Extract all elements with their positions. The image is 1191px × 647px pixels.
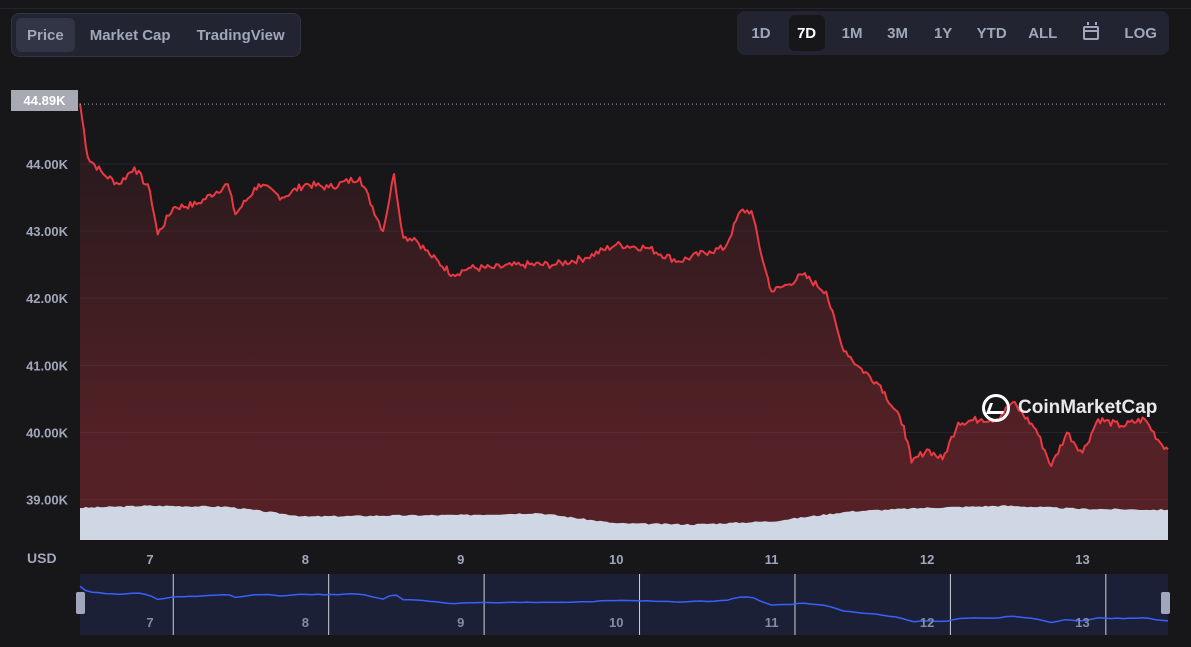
x-tick-label: 10 bbox=[609, 552, 623, 567]
x-axis-ticks: 7 8 9 10 11 12 13 bbox=[146, 552, 1089, 567]
range-7d-button[interactable]: 7D bbox=[788, 15, 825, 51]
navigator-line-series bbox=[79, 585, 1169, 624]
y-tick-label: 43.00K bbox=[26, 224, 69, 239]
date-picker-button[interactable] bbox=[1073, 15, 1109, 51]
y-tick-label: 42.00K bbox=[26, 291, 69, 306]
current-price-badge: 44.89K bbox=[11, 90, 78, 111]
x-tick-label: 8 bbox=[302, 552, 309, 567]
range-1y-button[interactable]: 1Y bbox=[933, 24, 953, 42]
range-ytd-button[interactable]: YTD bbox=[976, 24, 1007, 42]
time-range-selector: 1D 7D 1M 3M 1Y YTD ALL LOG bbox=[737, 11, 1169, 55]
navigator-tick-label: 8 bbox=[302, 615, 309, 630]
navigator-tick-label: 9 bbox=[457, 615, 464, 630]
x-tick-label: 11 bbox=[765, 552, 779, 567]
coinmarketcap-logo-icon bbox=[982, 394, 1010, 422]
calendar-icon bbox=[1082, 22, 1099, 40]
x-tick-label: 12 bbox=[920, 552, 934, 567]
y-axis-ticks: 39.00K40.00K41.00K42.00K43.00K44.00K45.0… bbox=[26, 90, 69, 508]
tab-market-cap[interactable]: Market Cap bbox=[89, 26, 171, 44]
y-tick-label: 39.00K bbox=[26, 493, 69, 508]
navigator-right-handle[interactable] bbox=[1161, 592, 1170, 614]
y-tick-label: 44.00K bbox=[26, 157, 69, 172]
tab-tradingview[interactable]: TradingView bbox=[196, 26, 285, 44]
coinmarketcap-watermark: CoinMarketCap bbox=[982, 394, 1157, 422]
log-scale-button[interactable]: LOG bbox=[1124, 24, 1157, 42]
range-1m-button[interactable]: 1M bbox=[841, 24, 863, 42]
navigator-background[interactable] bbox=[80, 574, 1168, 635]
x-tick-label: 9 bbox=[457, 552, 464, 567]
navigator-grid bbox=[172, 574, 1107, 635]
price-area-fill bbox=[80, 103, 1168, 540]
range-all-button[interactable]: ALL bbox=[1028, 24, 1058, 42]
top-border bbox=[0, 0, 1191, 9]
volume-area bbox=[80, 505, 1168, 540]
navigator-ticks: 7 8 9 10 11 12 13 bbox=[146, 615, 1089, 630]
tab-price[interactable]: Price bbox=[16, 18, 75, 52]
navigator-tick-label: 11 bbox=[765, 615, 779, 630]
watermark-text: CoinMarketCap bbox=[1018, 397, 1158, 418]
range-1d-button[interactable]: 1D bbox=[751, 24, 771, 42]
x-tick-label: 7 bbox=[146, 552, 153, 567]
navigator-tick-label: 12 bbox=[920, 615, 934, 630]
currency-label: USD bbox=[27, 550, 57, 566]
price-line-series bbox=[79, 103, 1169, 468]
navigator-tick-label: 7 bbox=[146, 615, 153, 630]
navigator-tick-label: 13 bbox=[1075, 615, 1089, 630]
navigator-tick-label: 10 bbox=[609, 615, 623, 630]
y-tick-label: 41.00K bbox=[26, 358, 69, 373]
range-3m-button[interactable]: 3M bbox=[887, 24, 909, 42]
navigator-left-handle[interactable] bbox=[76, 592, 85, 614]
y-tick-label: 40.00K bbox=[26, 426, 69, 441]
x-tick-label: 13 bbox=[1075, 552, 1089, 567]
chart-type-tabs: Price Market Cap TradingView bbox=[11, 13, 301, 57]
